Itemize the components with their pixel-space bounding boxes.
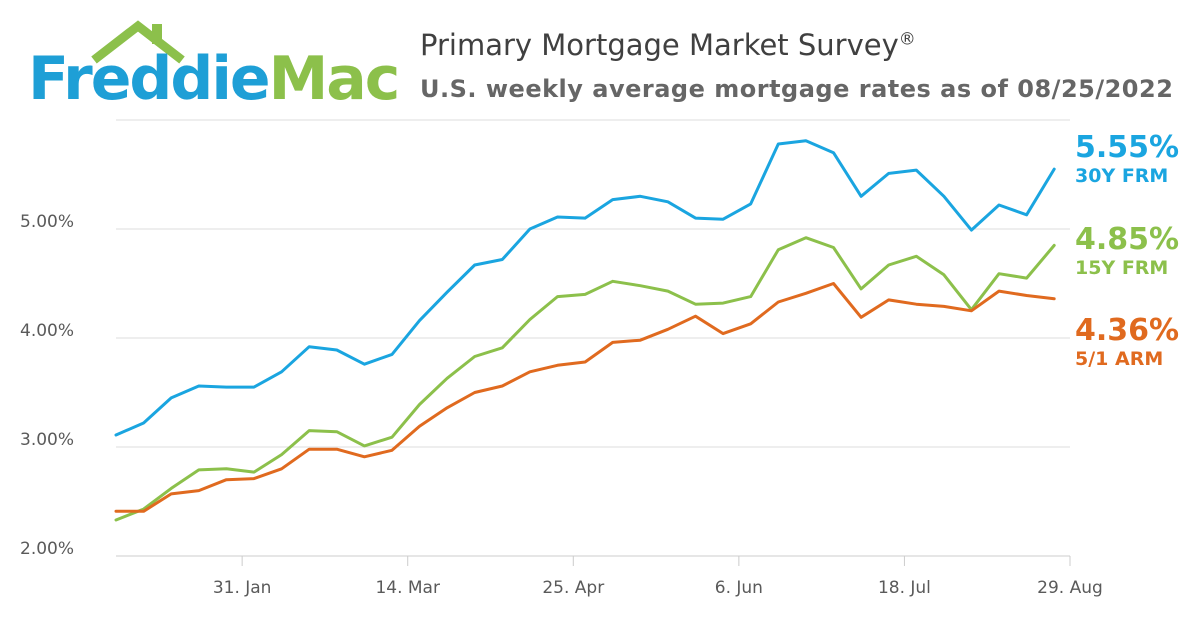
x-axis bbox=[116, 555, 1071, 566]
registered-mark: ® bbox=[898, 29, 916, 50]
y-tick-label: 5.00% bbox=[20, 212, 74, 232]
end-value-30y: 5.55% bbox=[1075, 130, 1180, 165]
logo-wordmark: FreddieMac bbox=[28, 44, 401, 114]
gridlines bbox=[116, 119, 1070, 557]
x-tick-label: 14. Mar bbox=[375, 578, 440, 598]
series-line-30y-frm bbox=[114, 139, 1056, 437]
y-tick-label: 3.00% bbox=[20, 430, 74, 450]
x-tick-label: 18. Jul bbox=[878, 578, 931, 598]
y-tick-label: 2.00% bbox=[20, 539, 74, 559]
series-line-15y-frm bbox=[114, 236, 1056, 522]
chart-title: Primary Mortgage Market Survey® bbox=[420, 28, 916, 62]
end-value-arm: 4.36% bbox=[1075, 313, 1180, 348]
end-name-30y: 30Y FRM bbox=[1075, 165, 1169, 187]
x-tick-label: 31. Jan bbox=[213, 578, 272, 598]
end-label-30y: 5.55% 30Y FRM bbox=[1075, 132, 1179, 188]
end-label-15y: 4.85% 15Y FRM bbox=[1075, 224, 1179, 280]
end-label-arm: 4.36% 5/1 ARM bbox=[1075, 315, 1179, 371]
end-name-arm: 5/1 ARM bbox=[1075, 348, 1164, 370]
chart-subtitle: U.S. weekly average mortgage rates as of… bbox=[420, 75, 1174, 103]
chart-title-text: Primary Mortgage Market Survey bbox=[420, 28, 899, 62]
end-value-15y: 4.85% bbox=[1075, 222, 1180, 257]
x-tick-label: 29. Aug bbox=[1037, 578, 1103, 598]
end-name-15y: 15Y FRM bbox=[1075, 257, 1169, 279]
series-lines bbox=[114, 139, 1056, 522]
logo-part-freddie: Freddie bbox=[28, 44, 271, 114]
logo-part-mac: Mac bbox=[268, 44, 401, 114]
tick-labels: 2.00% 3.00% 4.00% 5.00% 31. Jan 14. Mar 25. Ap… bbox=[20, 212, 1103, 598]
series-line-5-1-arm bbox=[114, 282, 1056, 513]
roof-icon bbox=[91, 20, 185, 64]
freddie-mac-logo: FreddieMac bbox=[28, 14, 400, 114]
x-tick-label: 6. Jun bbox=[715, 578, 763, 598]
y-tick-label: 4.00% bbox=[20, 321, 74, 341]
x-tick-label: 25. Apr bbox=[542, 578, 604, 598]
